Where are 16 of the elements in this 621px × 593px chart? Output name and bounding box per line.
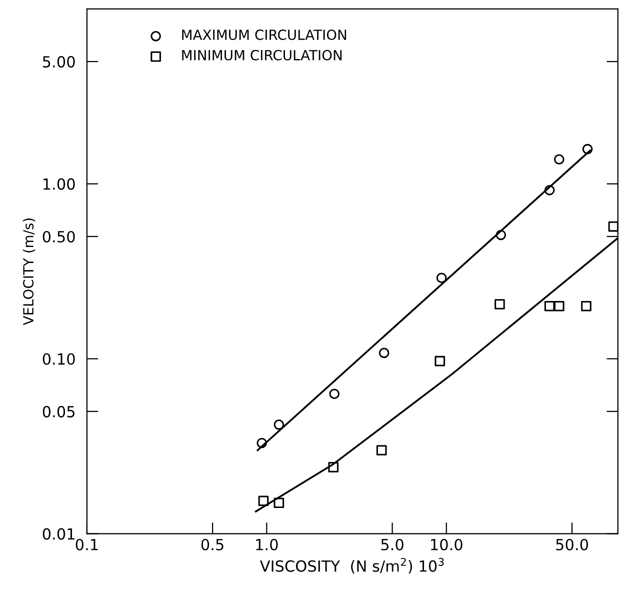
x-tick-label: 0.5 — [201, 538, 224, 550]
legend-label: MAXIMUM CIRCULATION — [182, 30, 346, 40]
y-tick-label: 1.00 — [43, 178, 75, 190]
x-tick-label: 1.0 — [256, 538, 278, 550]
y-tick-label: 5.00 — [42, 56, 75, 68]
x-tick-label: 5.0 — [381, 538, 404, 550]
x-tick-label: 0.1 — [76, 538, 98, 550]
x-tick-label: 10.0 — [431, 538, 462, 550]
y-tick-label: 0.10 — [42, 353, 75, 365]
y-tick-label: 0.01 — [42, 528, 74, 540]
y-tick-label: 0.05 — [42, 406, 74, 418]
x-axis-title: VISCOSITY (N s/m$^{2}$) 10$^{3}$ — [260, 558, 444, 574]
y-axis-title: VELOCITY (m/s) — [22, 218, 36, 326]
x-tick-label: 50.0 — [556, 538, 588, 550]
y-tick-label: 0.50 — [42, 230, 75, 243]
legend-label: MINIMUM CIRCULATION — [182, 50, 342, 60]
